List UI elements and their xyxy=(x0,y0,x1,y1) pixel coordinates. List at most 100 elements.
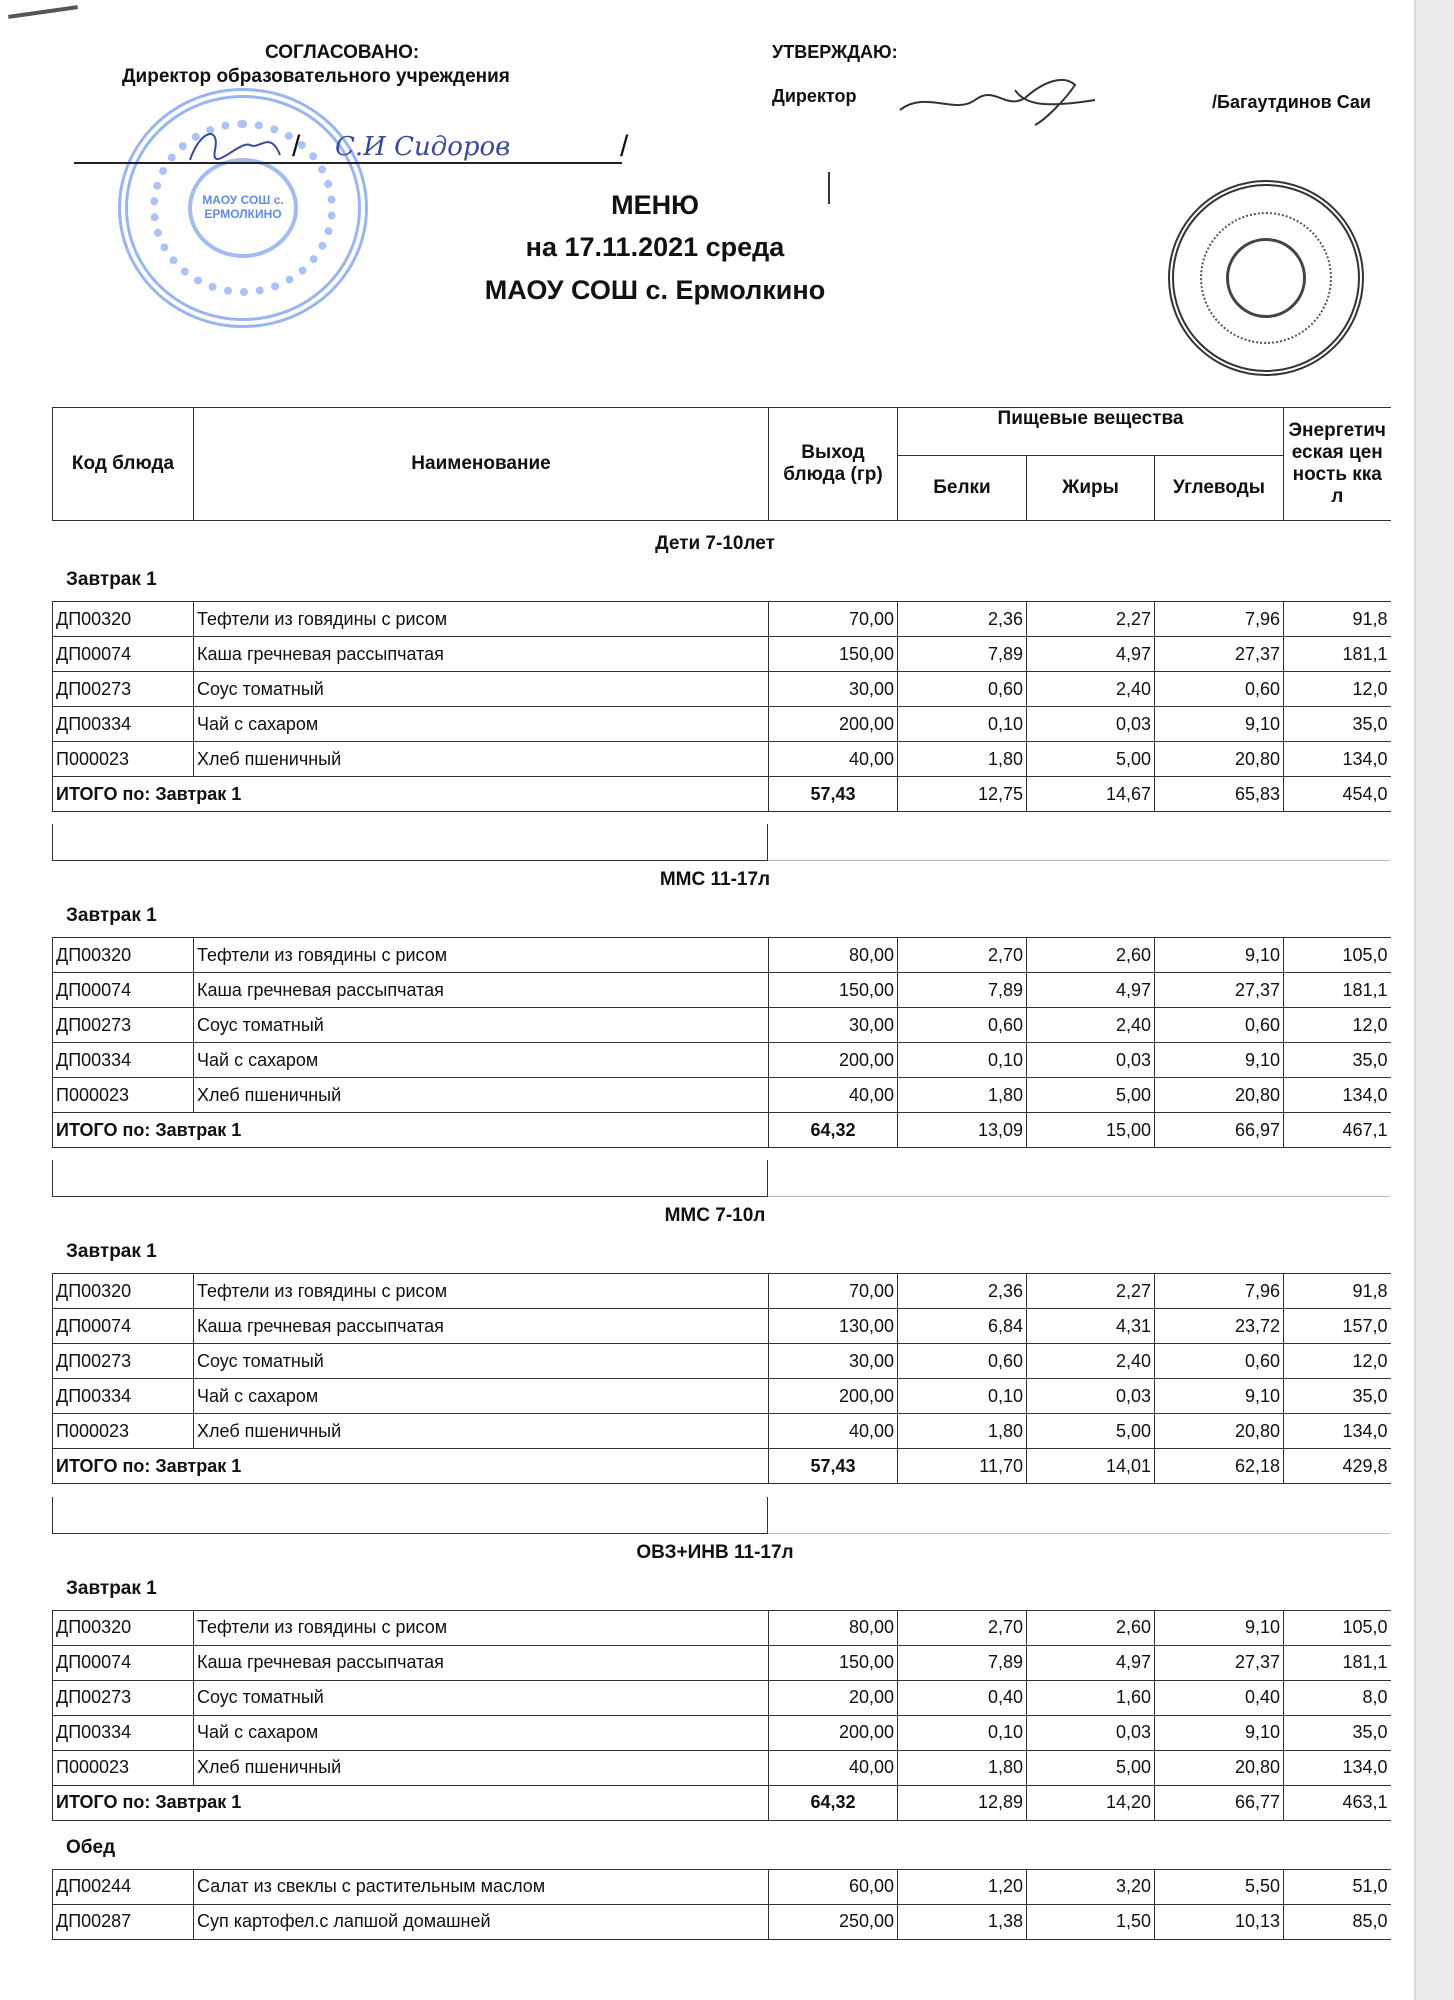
fat: 2,60 xyxy=(1026,1609,1155,1646)
fat: 4,97 xyxy=(1026,636,1155,672)
dish-name: Чай с сахаром xyxy=(193,1042,769,1079)
menu-table: ДП00244 Салат из свеклы с растительным ма… xyxy=(52,1868,1391,1940)
dish-code: ДП00074 xyxy=(52,636,194,672)
table-row: П000023 Хлеб пшеничный 40,00 1,80 5,00 20,80 1… xyxy=(52,1749,1391,1786)
table-header: Код блюда Наименование Выход блюда (гр) … xyxy=(52,406,1391,521)
carbs: 27,37 xyxy=(1154,1644,1284,1681)
carbs: 23,72 xyxy=(1154,1308,1284,1345)
table-row: ДП00074 Каша гречневая рассыпчатая 150,00 7… xyxy=(52,636,1391,672)
protein: 7,89 xyxy=(897,972,1027,1009)
protein: 0,10 xyxy=(897,1714,1027,1751)
energy: 134,0 xyxy=(1283,741,1391,777)
school-name: МАОУ СОШ с. Ермолкино xyxy=(484,275,826,305)
meal-label: Завтрак 1 xyxy=(66,905,157,927)
dish-name: Тефтели из говядины с рисом xyxy=(193,1609,769,1646)
total-protein: 12,75 xyxy=(897,776,1027,812)
dish-yield: 150,00 xyxy=(768,972,898,1009)
fat: 2,27 xyxy=(1026,1273,1155,1310)
dish-name: Суп картофел.с лапшой домашней xyxy=(193,1903,769,1940)
dish-yield: 200,00 xyxy=(768,706,898,742)
energy: 35,0 xyxy=(1283,706,1391,742)
dish-code: ДП00074 xyxy=(52,1644,194,1681)
table-row: ДП00074 Каша гречневая рассыпчатая 150,00 7… xyxy=(52,1644,1391,1681)
energy: 91,8 xyxy=(1283,601,1391,637)
dish-yield: 20,00 xyxy=(768,1679,898,1716)
school-stamp: МАОУ СОШ с. ЕРМОЛКИНО xyxy=(118,88,368,328)
protein: 1,20 xyxy=(897,1868,1027,1905)
fat: 5,00 xyxy=(1026,1749,1155,1786)
carbs: 27,37 xyxy=(1154,972,1284,1009)
menu-table: ДП00320 Тефтели из говядины с рисом 80,00 2… xyxy=(52,937,1391,1149)
table-row: ДП00334 Чай с сахаром 200,00 0,10 0,03 9,10 35… xyxy=(52,1042,1391,1079)
agreed-position: Директор образовательного учреждения xyxy=(122,66,510,87)
meal-label: Обед xyxy=(66,1836,116,1858)
dish-code: ДП00273 xyxy=(52,1007,194,1044)
carbs: 20,80 xyxy=(1154,1749,1284,1786)
dish-yield: 40,00 xyxy=(768,1077,898,1114)
energy: 85,0 xyxy=(1283,1903,1391,1940)
header-name: Наименование xyxy=(193,407,769,521)
protein: 0,10 xyxy=(897,1378,1027,1415)
header-carbs: Углеводы xyxy=(1154,455,1284,521)
dish-name: Хлеб пшеничный xyxy=(193,1749,769,1786)
fat: 1,50 xyxy=(1026,1903,1155,1940)
table-row: П000023 Хлеб пшеничный 40,00 1,80 5,00 20,80 1… xyxy=(52,741,1391,777)
total-yield: 64,32 xyxy=(768,1784,898,1821)
dish-name: Хлеб пшеничный xyxy=(193,741,769,777)
table-row: ДП00320 Тефтели из говядины с рисом 70,00 2… xyxy=(52,601,1391,637)
protein: 0,60 xyxy=(897,1343,1027,1380)
dish-code: ДП00334 xyxy=(52,1378,194,1415)
total-row: ИТОГО по: Завтрак 1 57,43 12,75 14,67 65,83 4… xyxy=(52,776,1391,812)
table-row: П000023 Хлеб пшеничный 40,00 1,80 5,00 20,80 1… xyxy=(52,1077,1391,1114)
dish-yield: 200,00 xyxy=(768,1714,898,1751)
dish-code: ДП00273 xyxy=(52,1343,194,1380)
dish-code: П000023 xyxy=(52,1413,194,1450)
section-title: ММС 11-17л xyxy=(659,869,771,891)
menu-table: ДП00320 Тефтели из говядины с рисом 70,00 2… xyxy=(52,1273,1391,1485)
energy: 134,0 xyxy=(1283,1077,1391,1114)
total-yield: 57,43 xyxy=(768,1448,898,1485)
official-stamp xyxy=(1168,180,1364,376)
energy: 105,0 xyxy=(1283,937,1391,974)
energy: 157,0 xyxy=(1283,1308,1391,1345)
total-yield: 57,43 xyxy=(768,776,898,812)
fat: 0,03 xyxy=(1026,1042,1155,1079)
approve-name: /Багаутдинов Саи xyxy=(1212,92,1371,112)
protein: 1,38 xyxy=(897,1903,1027,1940)
protein: 0,60 xyxy=(897,671,1027,707)
approve-title: УТВЕРЖДАЮ: xyxy=(772,42,898,62)
carbs: 20,80 xyxy=(1154,1413,1284,1450)
table-row: ДП00074 Каша гречневая рассыпчатая 130,00 6… xyxy=(52,1308,1391,1345)
carbs: 9,10 xyxy=(1154,1378,1284,1415)
header-energy: Энергетическая ценность ккал xyxy=(1283,407,1391,521)
protein: 1,80 xyxy=(897,741,1027,777)
total-energy: 463,1 xyxy=(1283,1784,1391,1821)
empty-row xyxy=(52,824,768,862)
header-protein: Белки xyxy=(897,455,1027,521)
dish-code: ДП00320 xyxy=(52,937,194,974)
fat: 2,40 xyxy=(1026,1343,1155,1380)
total-fat: 14,67 xyxy=(1026,776,1155,812)
row-line xyxy=(768,1532,1390,1534)
energy: 35,0 xyxy=(1283,1378,1391,1415)
dish-yield: 40,00 xyxy=(768,741,898,777)
row-line xyxy=(768,860,1390,862)
total-label: ИТОГО по: Завтрак 1 xyxy=(52,1784,769,1821)
total-label: ИТОГО по: Завтрак 1 xyxy=(52,776,769,812)
total-protein: 13,09 xyxy=(897,1112,1027,1149)
section-title: ММС 7-10л xyxy=(664,1205,766,1227)
protein: 1,80 xyxy=(897,1749,1027,1786)
protein: 7,89 xyxy=(897,636,1027,672)
fat: 5,00 xyxy=(1026,741,1155,777)
table-row: ДП00273 Соус томатный 30,00 0,60 2,40 0,60 12,… xyxy=(52,1007,1391,1044)
section-title: Дети 7-10лет xyxy=(655,533,775,554)
protein: 2,36 xyxy=(897,601,1027,637)
approve-position: Директор xyxy=(772,86,857,106)
carbs: 5,50 xyxy=(1154,1868,1284,1905)
agreed-signature xyxy=(189,133,281,161)
carbs: 0,60 xyxy=(1154,1343,1284,1380)
dish-code: ДП00287 xyxy=(52,1903,194,1940)
protein: 2,70 xyxy=(897,1609,1027,1646)
carbs: 10,13 xyxy=(1154,1903,1284,1940)
total-label: ИТОГО по: Завтрак 1 xyxy=(52,1448,769,1485)
